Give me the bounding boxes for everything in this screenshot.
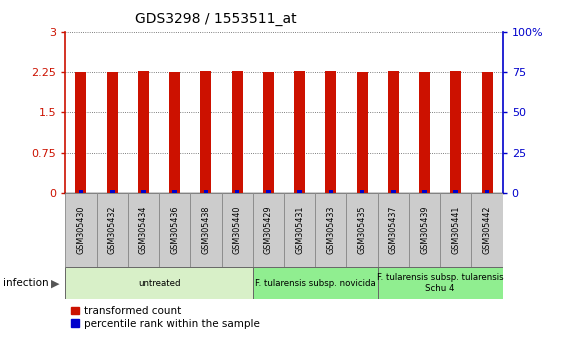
Text: GSM305429: GSM305429 (264, 206, 273, 255)
Bar (378, 193, 409, 267)
Bar (297, 190, 302, 193)
Bar (388, 70, 399, 193)
Text: GSM305431: GSM305431 (295, 206, 304, 254)
Bar (422, 190, 427, 193)
Bar (263, 72, 274, 193)
Text: GSM305442: GSM305442 (483, 206, 491, 255)
Bar (471, 193, 503, 267)
Text: GSM305434: GSM305434 (139, 206, 148, 254)
Bar (378, 267, 503, 299)
Text: GSM305440: GSM305440 (233, 206, 241, 254)
Text: GSM305441: GSM305441 (452, 206, 460, 254)
Bar (141, 190, 146, 193)
Bar (65, 267, 253, 299)
Text: untreated: untreated (138, 279, 180, 288)
Bar (65, 193, 97, 267)
Bar (294, 71, 305, 193)
Bar (97, 193, 128, 267)
Text: GSM305438: GSM305438 (202, 206, 210, 254)
Bar (128, 193, 159, 267)
Bar (450, 71, 461, 193)
Bar (78, 190, 83, 193)
Bar (159, 193, 190, 267)
Text: GSM305436: GSM305436 (170, 206, 179, 254)
Bar (253, 193, 284, 267)
Bar (360, 190, 365, 193)
Bar (325, 71, 336, 193)
Bar (485, 190, 490, 193)
Text: GSM305432: GSM305432 (108, 206, 116, 255)
Bar (203, 190, 208, 193)
Bar (107, 72, 118, 193)
Bar (315, 193, 346, 267)
Text: F. tularensis subsp. novicida: F. tularensis subsp. novicida (255, 279, 375, 288)
Bar (235, 190, 240, 193)
Text: ▶: ▶ (52, 278, 60, 288)
Bar (440, 193, 471, 267)
Bar (328, 190, 333, 193)
Bar (138, 71, 149, 193)
Text: GSM305430: GSM305430 (77, 206, 85, 254)
Bar (110, 190, 115, 193)
Bar (391, 190, 396, 193)
Bar (169, 72, 180, 193)
Bar (284, 193, 315, 267)
Bar (76, 72, 86, 193)
Text: F. tularensis subsp. tularensis
Schu 4: F. tularensis subsp. tularensis Schu 4 (377, 274, 503, 293)
Bar (357, 72, 367, 193)
Bar (201, 71, 211, 193)
Text: GSM305437: GSM305437 (389, 206, 398, 255)
Bar (346, 193, 378, 267)
Text: GSM305439: GSM305439 (420, 206, 429, 255)
Text: GDS3298 / 1553511_at: GDS3298 / 1553511_at (135, 12, 296, 27)
Legend: transformed count, percentile rank within the sample: transformed count, percentile rank withi… (70, 306, 260, 329)
Text: GSM305435: GSM305435 (358, 206, 366, 255)
Text: infection: infection (3, 278, 48, 288)
Bar (172, 190, 177, 193)
Bar (266, 190, 271, 193)
Bar (232, 71, 243, 193)
Bar (222, 193, 253, 267)
Bar (419, 72, 430, 193)
Bar (482, 72, 492, 193)
Bar (453, 190, 458, 193)
Bar (190, 193, 222, 267)
Text: GSM305433: GSM305433 (327, 206, 335, 254)
Bar (409, 193, 440, 267)
Bar (253, 267, 378, 299)
